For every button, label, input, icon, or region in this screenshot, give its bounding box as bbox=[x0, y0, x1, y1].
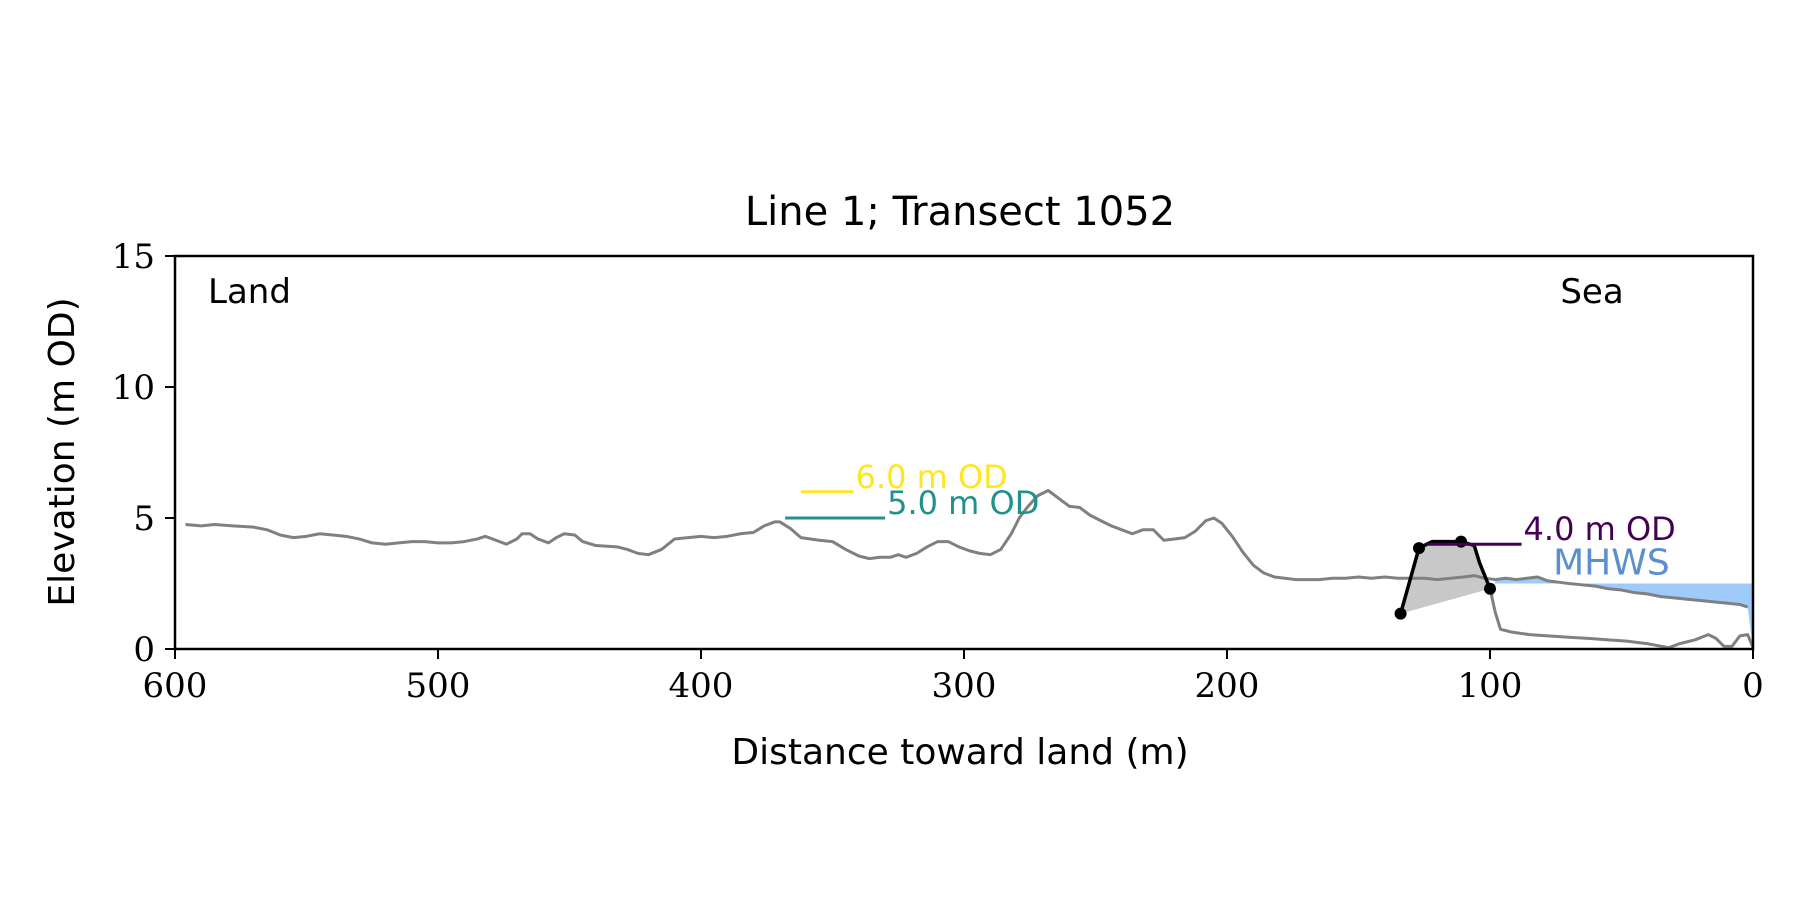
barrier-point-0 bbox=[1394, 607, 1407, 620]
sea-label: Sea bbox=[1560, 272, 1623, 312]
x-axis: 600 500 400 300 200 100 0 bbox=[143, 649, 1764, 706]
y-axis: 0 5 10 15 bbox=[112, 237, 175, 670]
x-tick-label-100: 100 bbox=[1458, 666, 1523, 706]
dune-level-6-label: 6.0 m OD bbox=[856, 458, 1008, 496]
x-axis-label: Distance toward land (m) bbox=[731, 732, 1188, 773]
x-tick-label-200: 200 bbox=[1195, 666, 1260, 706]
x-tick-label-300: 300 bbox=[932, 666, 997, 706]
y-axis-label: Elevation (m OD) bbox=[42, 297, 83, 606]
ground-profile-line bbox=[185, 488, 1749, 609]
x-tick-label-600: 600 bbox=[143, 666, 208, 706]
barrier-point-2 bbox=[1455, 535, 1468, 548]
y-tick-label-10: 10 bbox=[112, 368, 155, 408]
land-label: Land bbox=[208, 272, 291, 312]
x-tick-label-500: 500 bbox=[406, 666, 471, 706]
barrier-point-1 bbox=[1412, 542, 1425, 555]
y-tick-label-15: 15 bbox=[112, 237, 155, 277]
x-tick-label-0: 0 bbox=[1742, 666, 1764, 706]
y-tick-label-5: 5 bbox=[133, 499, 155, 539]
dune-level-5-label: 5.0 m OD bbox=[887, 484, 1039, 522]
mhws-water-area bbox=[1490, 576, 1753, 649]
x-tick-label-400: 400 bbox=[669, 666, 734, 706]
chart-title: Line 1; Transect 1052 bbox=[745, 189, 1175, 235]
barrier-level-4-label: 4.0 m OD bbox=[1524, 510, 1676, 548]
barrier-point-3 bbox=[1484, 582, 1496, 595]
y-tick-label-0: 0 bbox=[133, 630, 155, 670]
seaward-profile-line bbox=[1488, 588, 1755, 650]
mhws-label: MHWS bbox=[1553, 542, 1670, 583]
